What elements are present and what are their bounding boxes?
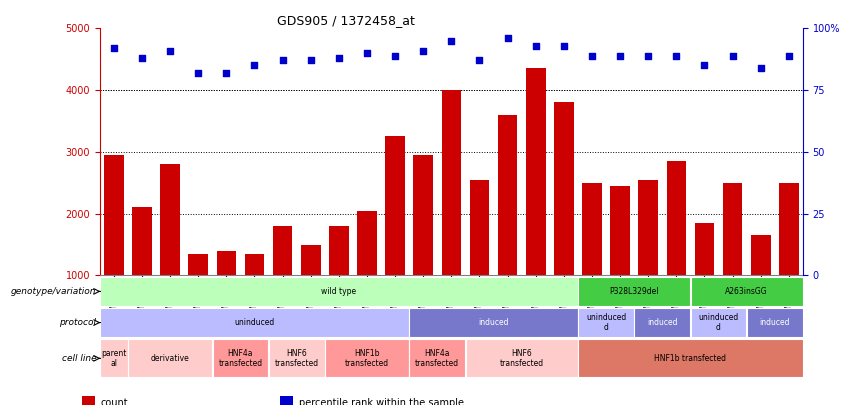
Point (501, 35, 515, 41)
Bar (128, 339, 212, 377)
Point (135, 55, 149, 61)
Point (107, 45, 121, 51)
Text: wild type: wild type (321, 287, 357, 296)
Point (417, 47, 431, 54)
Bar (691, 308, 746, 337)
Bar (82, 396, 95, 405)
Point (726, 52, 740, 59)
Bar (635, 308, 690, 337)
Bar (100, 277, 577, 306)
Text: HNF1b transfected: HNF1b transfected (654, 354, 727, 363)
Text: count: count (101, 398, 128, 405)
Text: induced: induced (760, 318, 790, 327)
Bar (216, 251, 236, 337)
Text: A263insGG: A263insGG (726, 287, 768, 296)
Bar (751, 235, 771, 337)
Text: P328L329del: P328L329del (609, 287, 659, 296)
Bar (413, 155, 433, 337)
Bar (357, 211, 377, 337)
Text: HNF6
transfected: HNF6 transfected (500, 349, 543, 368)
Bar (578, 339, 803, 377)
Bar (245, 254, 265, 337)
Bar (104, 155, 124, 337)
Bar (578, 277, 690, 306)
Text: uninduced: uninduced (234, 318, 274, 327)
Text: induced: induced (647, 318, 678, 327)
Point (304, 57, 318, 64)
Bar (691, 277, 803, 306)
Point (669, 52, 683, 59)
Bar (188, 254, 208, 337)
Bar (269, 339, 325, 377)
Bar (132, 207, 152, 337)
Bar (497, 115, 517, 337)
Text: uninduced
d: uninduced d (699, 313, 739, 332)
Bar (326, 339, 409, 377)
Bar (779, 183, 799, 337)
Text: uninduced
d: uninduced d (586, 313, 626, 332)
Bar (385, 136, 405, 337)
Bar (582, 183, 602, 337)
Bar (301, 245, 320, 337)
Bar (280, 396, 293, 405)
Bar (747, 308, 803, 337)
Point (557, 43, 571, 49)
Point (444, 37, 458, 44)
Bar (578, 308, 634, 337)
Bar (161, 164, 180, 337)
Point (276, 57, 290, 64)
Point (641, 52, 655, 59)
Point (163, 47, 177, 54)
Bar (526, 68, 546, 337)
Point (360, 50, 374, 56)
Point (388, 52, 402, 59)
Text: derivative: derivative (151, 354, 189, 363)
Bar (638, 180, 658, 337)
Point (247, 62, 261, 68)
Point (782, 52, 796, 59)
Point (698, 62, 712, 68)
Bar (667, 161, 687, 337)
Point (332, 55, 345, 61)
Text: HNF4a
transfected: HNF4a transfected (415, 349, 459, 368)
Bar (100, 308, 409, 337)
Bar (410, 339, 465, 377)
Bar (554, 102, 574, 337)
Bar (410, 308, 577, 337)
Text: induced: induced (478, 318, 509, 327)
Bar (723, 183, 742, 337)
Text: HNF1b
transfected: HNF1b transfected (345, 349, 389, 368)
Point (220, 70, 233, 76)
Bar (100, 339, 128, 377)
Title: GDS905 / 1372458_at: GDS905 / 1372458_at (277, 14, 415, 27)
Text: HNF6
transfected: HNF6 transfected (274, 349, 319, 368)
Bar (442, 90, 461, 337)
Point (585, 52, 599, 59)
Bar (694, 223, 714, 337)
Bar (213, 339, 268, 377)
Text: protocol: protocol (59, 318, 96, 327)
Point (472, 57, 486, 64)
Text: parent
al: parent al (102, 349, 127, 368)
Text: genotype/variation: genotype/variation (10, 287, 96, 296)
Bar (470, 180, 490, 337)
Point (753, 65, 767, 71)
Bar (610, 186, 630, 337)
Point (613, 52, 627, 59)
Point (529, 43, 542, 49)
Point (191, 70, 205, 76)
Bar (329, 226, 349, 337)
Text: percentile rank within the sample: percentile rank within the sample (299, 398, 464, 405)
Text: HNF4a
transfected: HNF4a transfected (219, 349, 262, 368)
Bar (466, 339, 577, 377)
Bar (273, 226, 293, 337)
Text: cell line: cell line (62, 354, 96, 363)
